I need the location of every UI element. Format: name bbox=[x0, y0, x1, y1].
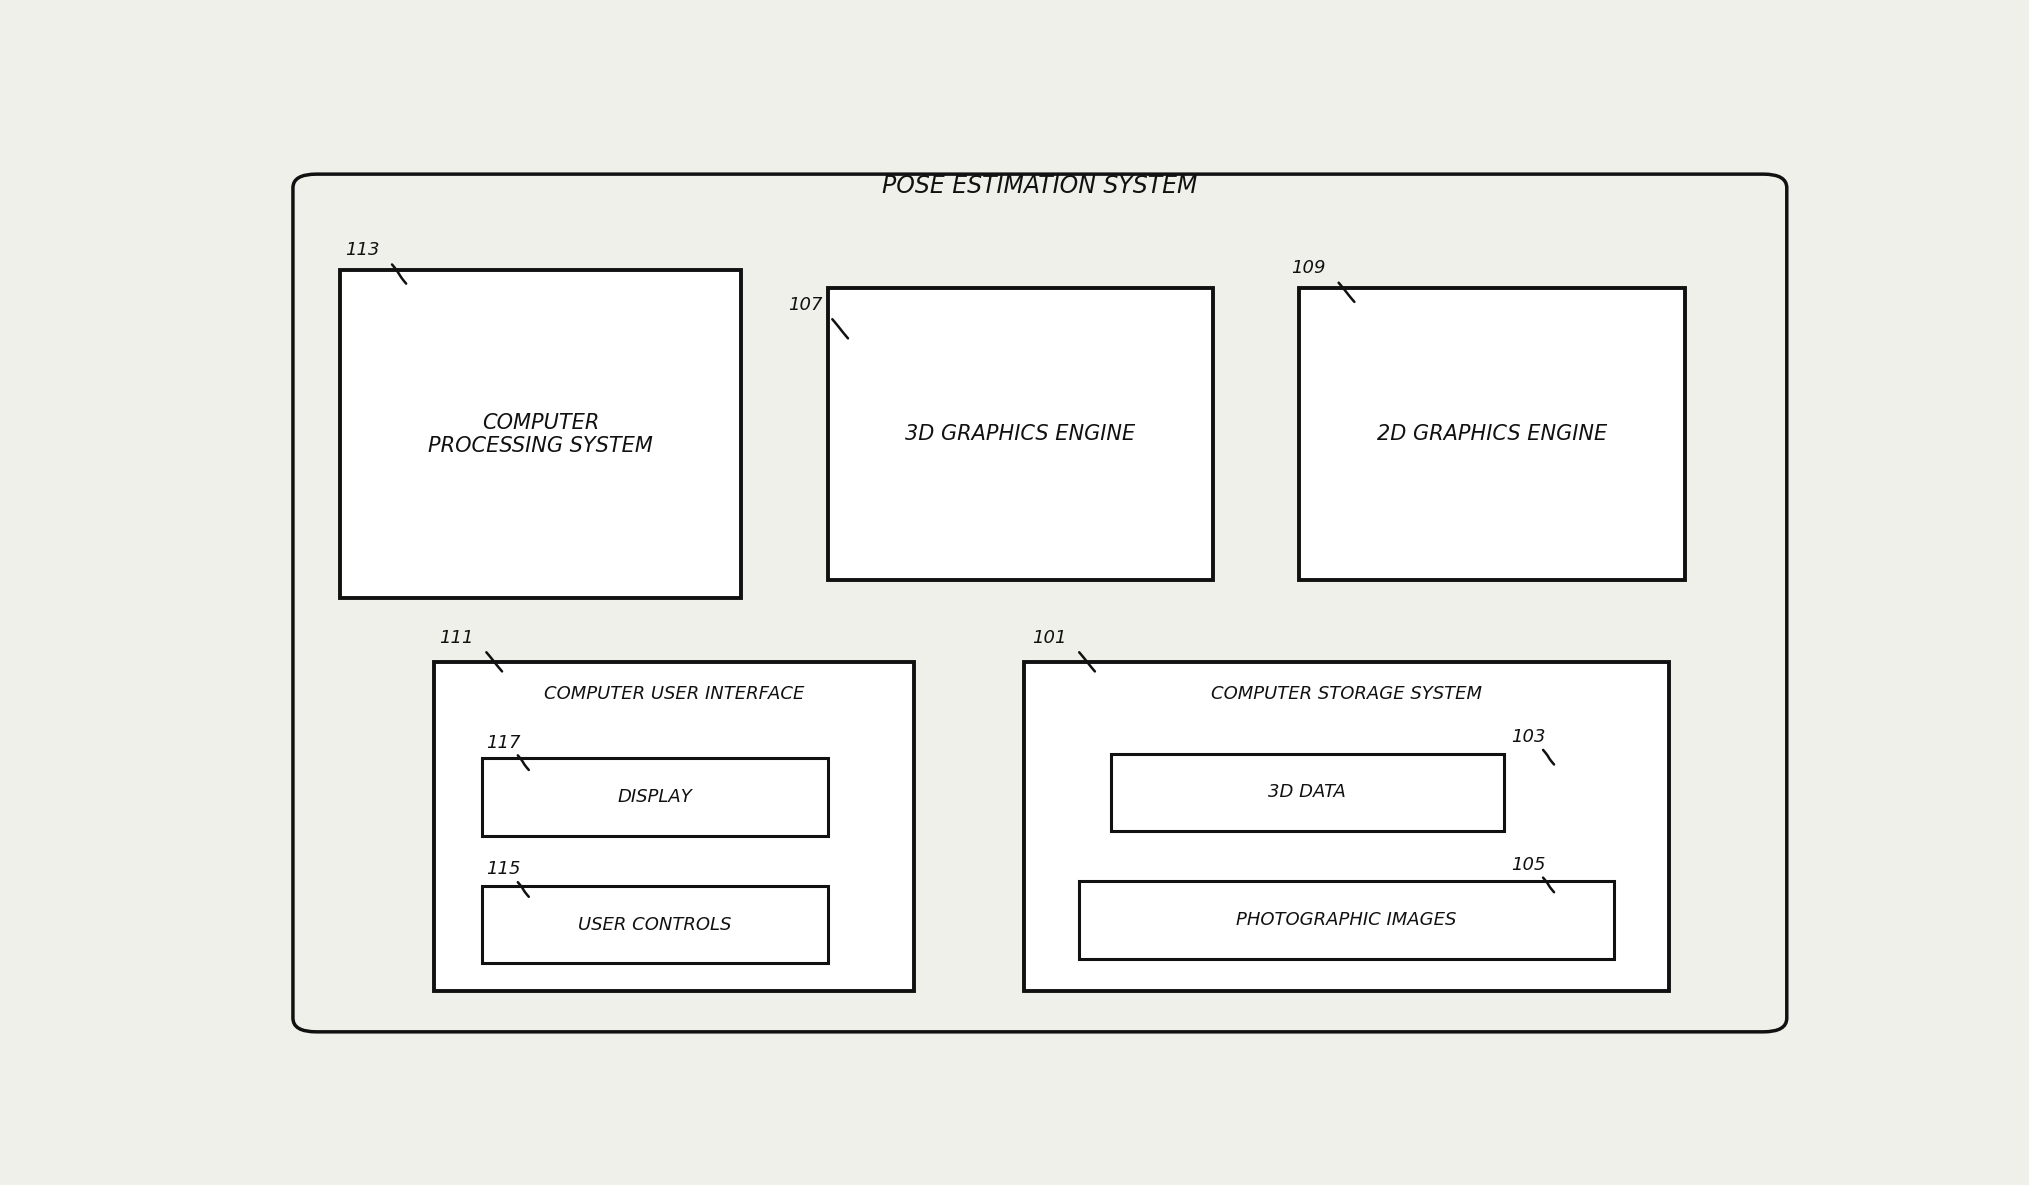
Text: PHOTOGRAPHIC IMAGES: PHOTOGRAPHIC IMAGES bbox=[1236, 911, 1457, 929]
Bar bbox=[434, 662, 915, 991]
Text: USER CONTROLS: USER CONTROLS bbox=[578, 916, 730, 934]
Text: 115: 115 bbox=[487, 860, 521, 878]
Bar bbox=[481, 758, 828, 835]
Bar bbox=[828, 288, 1213, 581]
Text: 109: 109 bbox=[1292, 260, 1327, 277]
FancyBboxPatch shape bbox=[292, 174, 1788, 1032]
Bar bbox=[1299, 288, 1684, 581]
Text: 113: 113 bbox=[345, 241, 379, 258]
Text: 117: 117 bbox=[487, 734, 521, 751]
Text: 101: 101 bbox=[1033, 629, 1067, 647]
Bar bbox=[1079, 882, 1613, 959]
Bar bbox=[1025, 662, 1668, 991]
Text: COMPUTER USER INTERFACE: COMPUTER USER INTERFACE bbox=[544, 685, 803, 703]
Text: COMPUTER
PROCESSING SYSTEM: COMPUTER PROCESSING SYSTEM bbox=[428, 412, 653, 456]
Text: 107: 107 bbox=[789, 295, 824, 314]
Text: DISPLAY: DISPLAY bbox=[617, 788, 692, 806]
Text: 3D GRAPHICS ENGINE: 3D GRAPHICS ENGINE bbox=[905, 424, 1136, 444]
Text: POSE ESTIMATION SYSTEM: POSE ESTIMATION SYSTEM bbox=[883, 174, 1197, 198]
Text: COMPUTER STORAGE SYSTEM: COMPUTER STORAGE SYSTEM bbox=[1211, 685, 1481, 703]
Bar bbox=[341, 270, 741, 598]
Text: 105: 105 bbox=[1512, 856, 1546, 873]
Text: 3D DATA: 3D DATA bbox=[1268, 783, 1345, 801]
Bar bbox=[1110, 754, 1503, 831]
Text: 103: 103 bbox=[1512, 728, 1546, 747]
Text: 111: 111 bbox=[438, 629, 473, 647]
Text: 2D GRAPHICS ENGINE: 2D GRAPHICS ENGINE bbox=[1378, 424, 1607, 444]
Bar bbox=[481, 886, 828, 963]
